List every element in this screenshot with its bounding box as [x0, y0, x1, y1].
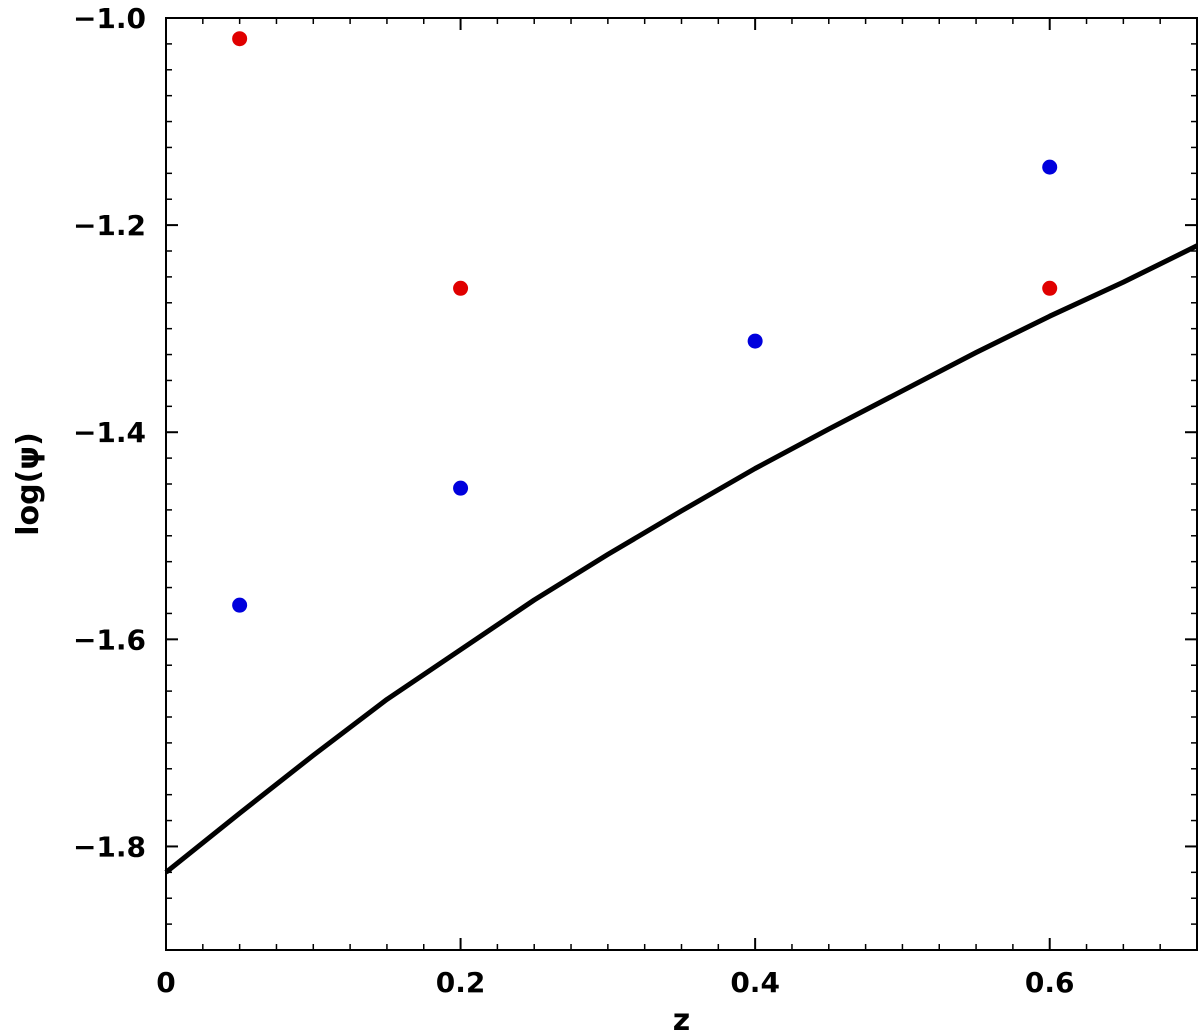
x-tick-label: 0: [156, 966, 175, 999]
y-tick-label: −1.8: [73, 830, 146, 863]
major-ticks: [165, 17, 1197, 950]
x-tick-label: 0.4: [730, 966, 780, 999]
blue-data-point: [1042, 159, 1058, 175]
tick-labels: 0 0.2 0.4 0.6 −1.0 −1.2 −1.4 −1.6 −1.8: [73, 2, 1075, 999]
y-tick-label: −1.0: [73, 2, 146, 35]
red-data-point: [1042, 280, 1058, 296]
x-tick-label: 0.2: [436, 966, 486, 999]
y-tick-label: −1.4: [73, 416, 146, 449]
red-data-point: [232, 31, 248, 47]
minor-ticks: [166, 18, 1198, 951]
model-curve-line: [164, 243, 1199, 875]
y-axis-label: log(ψ): [11, 432, 46, 536]
x-tick-label: 0.6: [1025, 966, 1075, 999]
y-tick-label: −1.2: [73, 209, 146, 242]
blue-data-point: [747, 333, 763, 349]
blue-data-point: [453, 480, 469, 496]
data-marks: [164, 31, 1199, 875]
x-axis-label: z: [673, 1003, 690, 1032]
red-data-point: [453, 280, 469, 296]
y-tick-label: −1.6: [73, 623, 146, 656]
blue-data-point: [232, 597, 248, 613]
plot-frame: [165, 17, 1198, 951]
